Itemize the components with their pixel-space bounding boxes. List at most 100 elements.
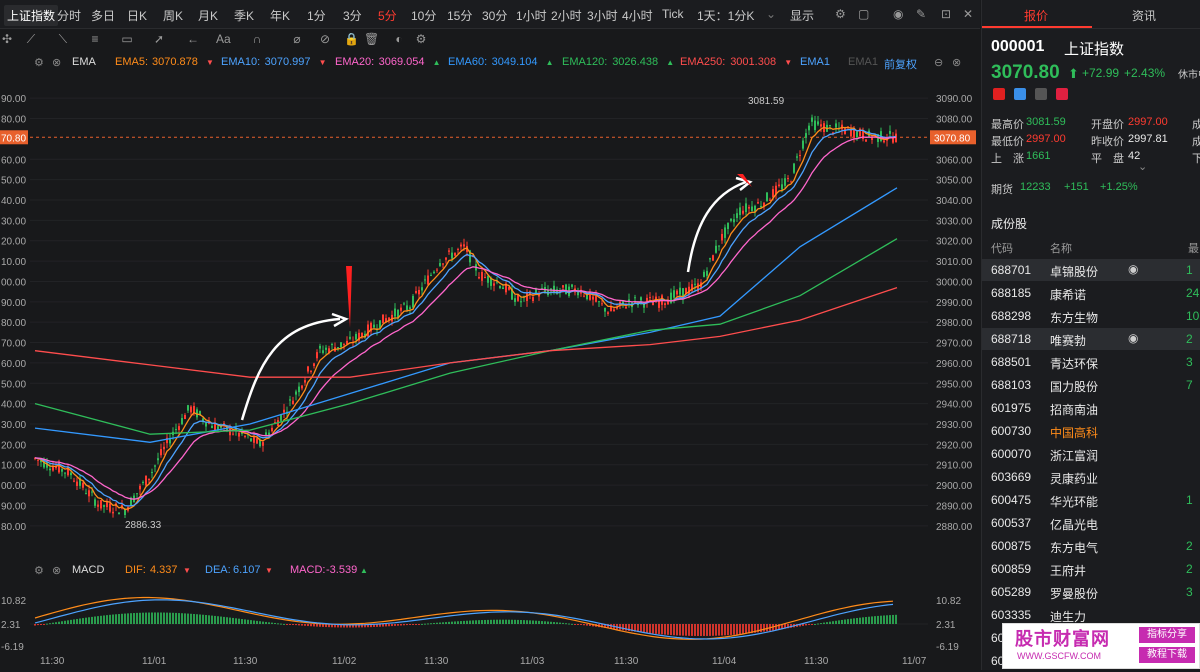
period-tab[interactable]: 15分 <box>447 9 473 23</box>
period-tab[interactable]: 上证指数 <box>4 5 59 26</box>
trash-icon[interactable]: 🗑 <box>364 32 380 46</box>
arrow-icon[interactable]: ➚ <box>153 32 165 46</box>
macd-bar <box>193 613 195 624</box>
back-icon[interactable]: ← <box>187 32 199 46</box>
candle-body <box>130 497 132 506</box>
draw-icon[interactable]: ✎ <box>916 7 927 21</box>
measure-icon[interactable]: ⌀ <box>293 32 301 46</box>
eraser-icon[interactable]: ⊘ <box>319 32 331 46</box>
candlestick-chart[interactable]: 3090.00 90.00 3080.00 80.00 3070.80 70.80 3060… <box>0 74 980 554</box>
macd-bar <box>526 620 528 624</box>
chevron-down-icon[interactable]: ⌄ <box>766 7 777 21</box>
visibility-icon[interactable]: ◐ <box>395 32 403 46</box>
camera-icon[interactable]: ◉ <box>893 7 904 21</box>
list-item[interactable]: 600730 中国高科 <box>982 420 1200 442</box>
list-item[interactable]: 600875 东方电气 2 <box>982 535 1200 557</box>
stock-code: 600859 <box>991 562 1032 576</box>
macd-chart[interactable]: 10.82 10.82 2.31 2.31 -6.19 -6.19 <box>0 582 980 652</box>
settings-icon[interactable]: ⚙ <box>34 57 44 69</box>
period-tab[interactable]: 1小时 <box>516 9 547 23</box>
expand-chevron-icon[interactable]: ⌄ <box>1138 161 1148 173</box>
layout-icon[interactable]: ▢ <box>858 7 870 21</box>
settings-icon[interactable]: ⚙ <box>34 565 44 577</box>
period-tab[interactable]: 分时 <box>57 9 82 23</box>
minus-icon[interactable]: ⊖ <box>934 57 944 69</box>
list-item[interactable]: 601975 招商南油 <box>982 397 1200 419</box>
period-tab[interactable]: 多日 <box>91 9 116 23</box>
candle-body <box>802 140 804 149</box>
period-tab[interactable]: 3小时 <box>587 9 618 23</box>
period-tab[interactable]: 30分 <box>482 9 508 23</box>
period-tab[interactable]: 月K <box>198 9 219 23</box>
period-tab[interactable]: 日K <box>127 9 148 23</box>
macd-bar <box>109 614 111 624</box>
close-icon[interactable]: ✕ <box>963 7 974 21</box>
eye-icon[interactable]: ◉ <box>1128 262 1139 276</box>
macd-name[interactable]: MACD <box>72 564 105 576</box>
magnet-icon[interactable]: ∩ <box>252 32 262 46</box>
settings-icon[interactable]: ⚙ <box>415 32 427 46</box>
period-tab[interactable]: Tick <box>662 7 684 21</box>
macd-bar <box>94 616 96 624</box>
period-tab[interactable]: 1天：1分K <box>697 9 755 23</box>
candle-body <box>289 399 291 401</box>
rect-icon[interactable]: ▭ <box>121 32 133 46</box>
favorite-icon[interactable] <box>1056 88 1068 100</box>
list-item[interactable]: 600859 王府井 2 <box>982 558 1200 580</box>
list-item[interactable]: 688718 唯赛勃 ◉ 2 <box>982 328 1200 350</box>
close-icon[interactable]: ⊗ <box>52 565 62 577</box>
macd-bar <box>895 614 897 624</box>
display-menu[interactable]: 显示 <box>790 9 815 23</box>
list-item[interactable]: 600475 华光环能 1 <box>982 489 1200 511</box>
fullscreen-icon[interactable]: ⊡ <box>941 7 952 21</box>
flag-icon[interactable] <box>993 88 1005 100</box>
crosshair-icon[interactable]: ✣ <box>1 32 13 46</box>
line-icon[interactable]: ⟋ <box>26 32 36 46</box>
close-icon[interactable]: ⊗ <box>952 57 962 69</box>
stock-code: 605289 <box>991 585 1032 599</box>
lock-icon[interactable]: 🔒 <box>344 32 359 46</box>
list-item[interactable]: 600537 亿晶光电 <box>982 512 1200 534</box>
eye-icon[interactable]: ◉ <box>1128 331 1139 345</box>
open-value: 2997.00 <box>1128 116 1168 128</box>
chat-icon[interactable] <box>1014 88 1026 100</box>
period-tab[interactable]: 季K <box>234 9 255 23</box>
period-tab[interactable]: 10分 <box>411 9 437 23</box>
adjust-label[interactable]: 前复权 <box>884 59 917 71</box>
list-item[interactable]: 605289 罗曼股份 3 <box>982 581 1200 603</box>
settings-icon[interactable]: ⚙ <box>835 7 846 21</box>
list-item[interactable]: 688103 国力股份 7 <box>982 374 1200 396</box>
period-tab[interactable]: 5分 <box>378 9 397 23</box>
tab-news[interactable]: 资讯 <box>1132 9 1157 23</box>
candle-body <box>532 297 534 302</box>
list-item[interactable]: 603669 灵康药业 <box>982 466 1200 488</box>
list-item[interactable]: 603335 迪生力 <box>982 604 1200 626</box>
list-item[interactable]: 688701 卓锦股份 ◉ 1 <box>982 259 1200 281</box>
candle-body <box>373 324 375 328</box>
note-icon[interactable] <box>1035 88 1047 100</box>
period-tab[interactable]: 1分 <box>307 9 326 23</box>
macd-bar <box>601 624 603 628</box>
watermark-download-button[interactable]: 教程下载 <box>1139 647 1195 663</box>
period-tab[interactable]: 周K <box>163 9 184 23</box>
candle-body <box>781 184 783 190</box>
period-tab[interactable]: 2小时 <box>551 9 582 23</box>
list-item[interactable]: 688501 青达环保 3 <box>982 351 1200 373</box>
indicator-name[interactable]: EMA <box>72 56 96 68</box>
period-tab[interactable]: 年K <box>270 9 291 23</box>
price-tick-left: 60.00 <box>1 359 26 370</box>
list-item[interactable]: 688298 东方生物 10 <box>982 305 1200 327</box>
tab-quote[interactable]: 报价 <box>1024 9 1049 23</box>
ray-icon[interactable]: ⟍ <box>58 32 68 46</box>
list-item[interactable]: 688185 康希诺 24 <box>982 282 1200 304</box>
period-tab[interactable]: 4小时 <box>622 9 653 23</box>
watermark-share-button[interactable]: 指标分享 <box>1139 627 1195 643</box>
period-tab[interactable]: 3分 <box>343 9 362 23</box>
price-tick-right: 3060.00 <box>936 155 973 166</box>
close-icon[interactable]: ⊗ <box>52 57 62 69</box>
text-icon[interactable]: Aa <box>216 32 231 46</box>
macd-bar <box>307 624 309 627</box>
fib-icon[interactable]: ≡ <box>91 32 99 46</box>
list-item[interactable]: 600070 浙江富润 <box>982 443 1200 465</box>
candle-body <box>871 137 873 140</box>
